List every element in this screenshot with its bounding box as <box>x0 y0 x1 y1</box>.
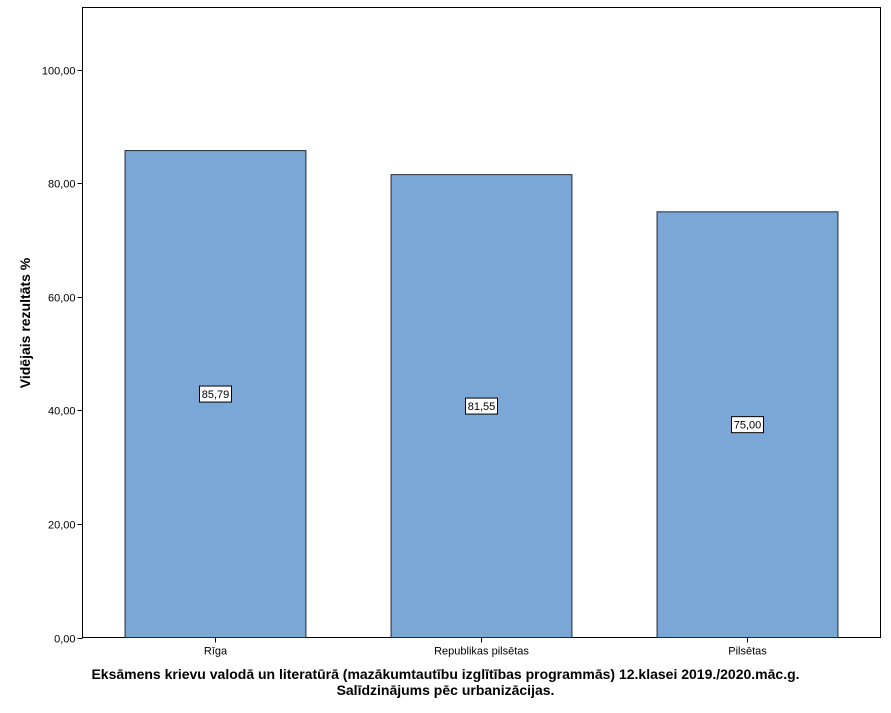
data-label-box <box>199 385 232 403</box>
y-axis: 0,00 20,00 40,00 60,00 80,00 100,00 <box>42 66 83 646</box>
y-tick-label: 0,00 <box>54 634 75 646</box>
y-tick-label: 60,00 <box>48 293 76 305</box>
data-label: 75,00 <box>734 420 762 432</box>
data-label-box <box>465 397 498 415</box>
bars: 85,79 81,55 75,00 <box>124 150 839 639</box>
data-label: 85,79 <box>202 389 230 401</box>
category-label: Rīga <box>204 646 228 658</box>
data-label-box <box>731 416 764 434</box>
x-axis-title-line-1: Eksāmens krievu valodā un literatūrā (ma… <box>91 666 800 682</box>
x-axis-title-line-2: Salīdzinājums pēc urbanizācijas. <box>336 682 555 698</box>
y-tick-label: 40,00 <box>48 406 76 418</box>
data-label: 81,55 <box>468 401 496 413</box>
y-axis-title: Vidējais rezultāts % <box>17 257 33 388</box>
y-tick-label: 80,00 <box>48 179 76 191</box>
category-label: Pilsētas <box>728 646 767 658</box>
x-axis: Rīga Republikas pilsētas Pilsētas <box>204 637 767 658</box>
y-tick-label: 20,00 <box>48 520 76 532</box>
y-tick-label: 100,00 <box>42 66 76 78</box>
category-label: Republikas pilsētas <box>434 646 529 658</box>
